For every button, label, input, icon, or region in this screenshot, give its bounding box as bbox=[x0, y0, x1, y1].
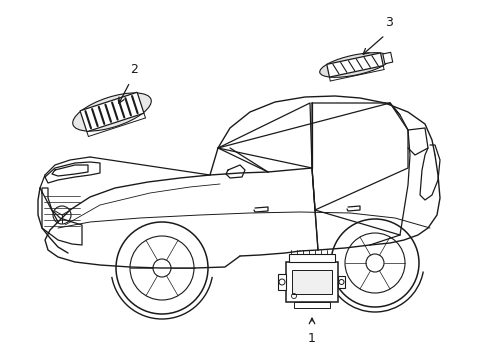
Text: 1: 1 bbox=[307, 332, 315, 345]
Polygon shape bbox=[80, 92, 143, 132]
Text: 2: 2 bbox=[130, 63, 138, 76]
Polygon shape bbox=[382, 52, 392, 64]
Polygon shape bbox=[326, 53, 383, 77]
Ellipse shape bbox=[73, 93, 151, 131]
Bar bbox=[337, 276, 345, 288]
Bar bbox=[291, 270, 331, 294]
Text: 3: 3 bbox=[384, 16, 392, 29]
Bar bbox=[278, 274, 285, 290]
Bar bbox=[293, 302, 329, 308]
Bar bbox=[285, 262, 337, 302]
Bar bbox=[288, 254, 334, 262]
Ellipse shape bbox=[319, 53, 389, 77]
